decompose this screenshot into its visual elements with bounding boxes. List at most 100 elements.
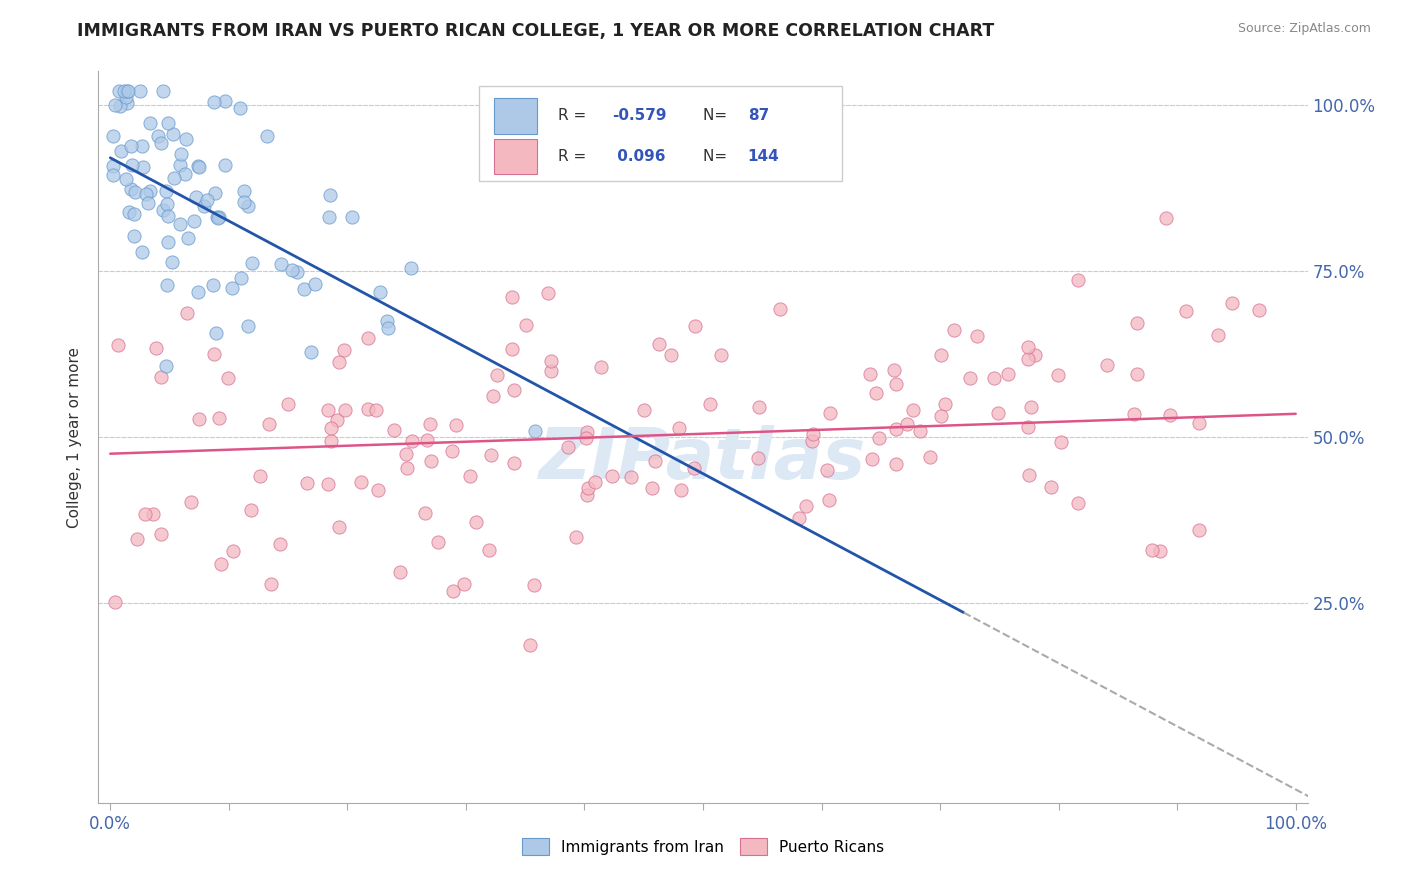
Point bbox=[486, 368, 509, 382]
Point bbox=[120, 181, 142, 195]
Point bbox=[270, 257, 292, 271]
Point bbox=[884, 457, 907, 471]
Point bbox=[156, 235, 179, 250]
Text: IMMIGRANTS FROM IRAN VS PUERTO RICAN COLLEGE, 1 YEAR OR MORE CORRELATION CHART: IMMIGRANTS FROM IRAN VS PUERTO RICAN COL… bbox=[77, 22, 994, 40]
Point bbox=[620, 469, 643, 483]
Point bbox=[575, 431, 598, 445]
Point bbox=[787, 510, 810, 524]
Point bbox=[112, 84, 135, 98]
Point bbox=[1066, 273, 1088, 287]
Point bbox=[221, 281, 243, 295]
Point bbox=[659, 348, 682, 362]
Point bbox=[294, 281, 316, 295]
Point bbox=[118, 205, 141, 219]
Point bbox=[1024, 348, 1046, 362]
Point bbox=[131, 139, 153, 153]
Point bbox=[214, 158, 236, 172]
Point bbox=[868, 431, 890, 445]
Point bbox=[523, 578, 546, 592]
Point bbox=[157, 209, 180, 223]
Point bbox=[1249, 302, 1271, 317]
Point bbox=[1046, 368, 1069, 383]
Point bbox=[1126, 316, 1149, 330]
Point bbox=[589, 360, 612, 375]
Point bbox=[1017, 352, 1039, 367]
Point bbox=[201, 278, 224, 293]
Point bbox=[285, 265, 308, 279]
Point bbox=[115, 84, 138, 98]
Point bbox=[865, 385, 887, 400]
Text: 87: 87 bbox=[748, 109, 769, 123]
Point bbox=[818, 406, 841, 420]
Point bbox=[501, 343, 523, 357]
Point bbox=[121, 139, 143, 153]
Point bbox=[319, 188, 342, 202]
Point bbox=[297, 475, 319, 490]
Text: 144: 144 bbox=[748, 150, 779, 164]
FancyBboxPatch shape bbox=[479, 86, 842, 181]
Point bbox=[641, 481, 664, 495]
Text: N=: N= bbox=[703, 109, 733, 123]
Point bbox=[114, 89, 136, 103]
Point bbox=[357, 331, 380, 345]
Point bbox=[748, 401, 770, 415]
Point bbox=[416, 433, 439, 447]
Text: N=: N= bbox=[703, 150, 733, 164]
Point bbox=[1019, 400, 1042, 414]
Point bbox=[319, 421, 342, 435]
Point bbox=[249, 468, 271, 483]
Point bbox=[540, 354, 562, 368]
Point bbox=[117, 84, 139, 98]
Point bbox=[576, 487, 599, 501]
Point bbox=[299, 345, 322, 359]
Point bbox=[328, 520, 350, 534]
Point bbox=[328, 355, 350, 369]
FancyBboxPatch shape bbox=[494, 138, 537, 174]
Point bbox=[150, 136, 173, 150]
Point bbox=[644, 454, 666, 468]
Point bbox=[281, 262, 304, 277]
Point bbox=[142, 508, 165, 522]
Point bbox=[269, 537, 291, 551]
Point bbox=[131, 245, 153, 260]
Point bbox=[232, 194, 254, 209]
Point bbox=[205, 326, 228, 340]
Point bbox=[942, 323, 965, 337]
Point bbox=[184, 189, 207, 203]
Point bbox=[150, 526, 173, 541]
Point bbox=[441, 584, 464, 599]
Point bbox=[139, 116, 162, 130]
Point bbox=[668, 420, 690, 434]
Point bbox=[683, 461, 706, 475]
Point bbox=[395, 447, 418, 461]
Point bbox=[444, 418, 467, 433]
Point bbox=[1126, 367, 1149, 381]
Point bbox=[128, 84, 150, 98]
Point bbox=[174, 167, 197, 181]
Point bbox=[138, 184, 160, 198]
Point bbox=[983, 371, 1005, 385]
Point bbox=[1050, 434, 1073, 449]
Point bbox=[959, 371, 981, 385]
Point bbox=[502, 384, 524, 398]
Point bbox=[152, 202, 174, 217]
Point bbox=[187, 285, 209, 299]
Point bbox=[193, 199, 215, 213]
Point bbox=[929, 409, 952, 424]
Point bbox=[177, 231, 200, 245]
Point bbox=[1122, 407, 1144, 421]
Point bbox=[260, 576, 283, 591]
Point bbox=[540, 364, 562, 378]
Point bbox=[169, 158, 191, 172]
Y-axis label: College, 1 year or more: College, 1 year or more bbox=[67, 347, 83, 527]
Point bbox=[101, 168, 124, 182]
Text: ZIPatlas: ZIPatlas bbox=[540, 425, 866, 493]
Point bbox=[377, 320, 399, 334]
Point bbox=[600, 469, 623, 483]
Point bbox=[240, 502, 263, 516]
Point bbox=[124, 185, 146, 199]
Point bbox=[187, 159, 209, 173]
Point bbox=[800, 434, 823, 448]
Point bbox=[145, 342, 167, 356]
Point bbox=[524, 424, 547, 438]
